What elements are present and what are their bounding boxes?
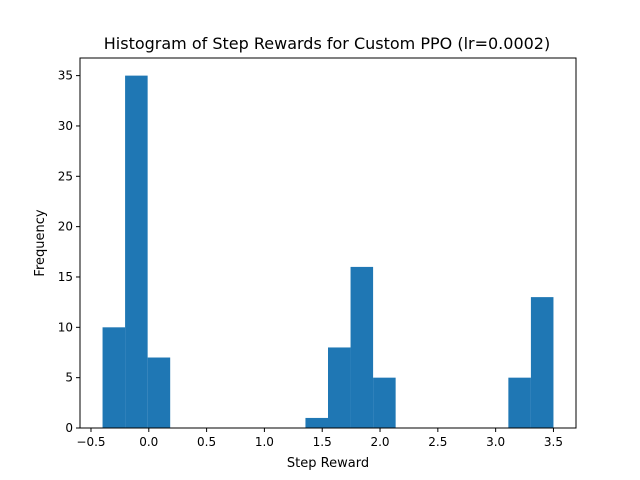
histogram-bar-7 xyxy=(508,377,531,428)
x-tick-label: 2.0 xyxy=(370,435,389,449)
plot-frame xyxy=(79,57,577,429)
histogram-bar-0 xyxy=(102,327,126,428)
x-axis-label: Step Reward xyxy=(287,456,369,471)
chart-title: Histogram of Step Rewards for Custom PPO… xyxy=(104,34,550,53)
x-tick-label: 0.0 xyxy=(139,435,158,449)
histogram-bar-8 xyxy=(530,297,554,428)
histogram-bar-3 xyxy=(305,417,328,428)
histogram-bar-5 xyxy=(350,266,374,428)
x-tick-label: 1.5 xyxy=(313,435,332,449)
x-tick-label: 1.0 xyxy=(255,435,274,449)
y-tick-label: 5 xyxy=(65,371,73,385)
x-tick-label: 2.5 xyxy=(428,435,447,449)
y-tick-label: 30 xyxy=(58,119,73,133)
y-tick-label: 10 xyxy=(58,320,73,334)
x-tick-label: 3.5 xyxy=(544,435,563,449)
histogram-bar-1 xyxy=(125,75,148,429)
x-tick-label: −0.5 xyxy=(76,435,105,449)
x-axis-ticks: −0.5 0.0 0.5 1.0 1.5 2.0 2.5 3.0 3.5 xyxy=(76,428,563,449)
y-tick-label: 0 xyxy=(65,421,73,435)
x-tick-label: 0.5 xyxy=(197,435,216,449)
y-tick-label: 25 xyxy=(58,169,73,183)
histogram-bar-4 xyxy=(328,347,351,428)
x-tick-label: 3.0 xyxy=(486,435,505,449)
y-tick-label: 20 xyxy=(58,220,73,234)
histogram-bar-6 xyxy=(373,377,396,428)
y-axis-ticks: 0 5 10 15 20 25 30 35 xyxy=(58,69,80,435)
y-tick-label: 35 xyxy=(58,69,73,83)
y-tick-label: 15 xyxy=(58,270,73,284)
histogram-bars xyxy=(102,75,554,429)
histogram-bar-2 xyxy=(147,357,171,428)
y-axis-label: Frequency xyxy=(33,209,48,276)
